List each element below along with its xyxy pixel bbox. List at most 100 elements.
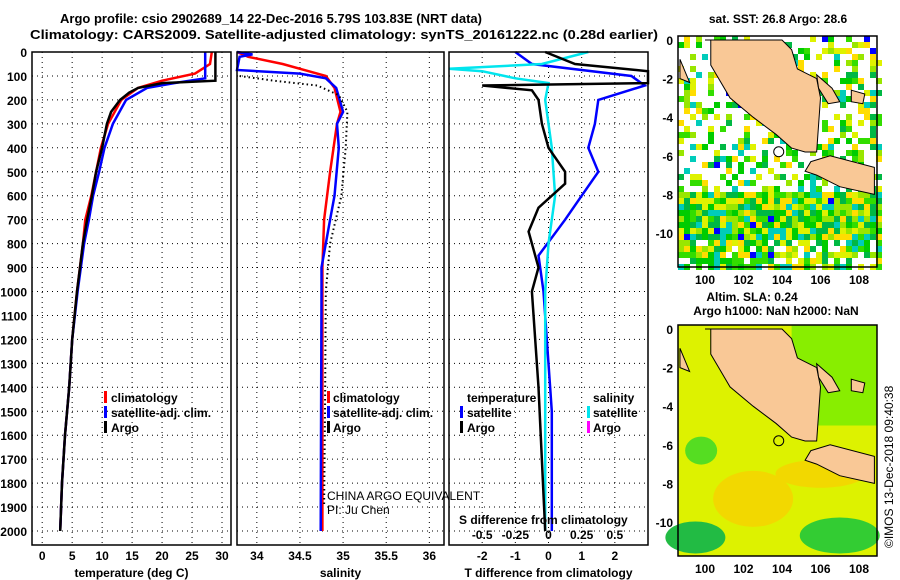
sst-pixel bbox=[744, 240, 750, 246]
sst-pixel bbox=[822, 78, 828, 84]
sst-pixel bbox=[846, 78, 852, 84]
sst-pixel bbox=[744, 192, 750, 198]
sst-pixel bbox=[846, 84, 852, 90]
sst-pixel bbox=[720, 252, 726, 258]
sst-pixel bbox=[864, 204, 870, 210]
sst-pixel bbox=[750, 216, 756, 222]
sst-pixel bbox=[720, 228, 726, 234]
sst-pixel bbox=[762, 198, 768, 204]
sst-pixel bbox=[858, 108, 864, 114]
argo-float-marker bbox=[773, 435, 785, 447]
lon-tick-label: 106 bbox=[810, 273, 830, 287]
series-line-satellite-adj-clim- bbox=[235, 50, 345, 532]
sst-pixel bbox=[786, 162, 792, 168]
sst-pixel bbox=[828, 222, 834, 228]
sst-pixel bbox=[732, 204, 738, 210]
sst-pixel bbox=[720, 216, 726, 222]
sla-high-region bbox=[713, 470, 794, 527]
sst-pixel bbox=[846, 114, 852, 120]
legend-swatch-argo bbox=[104, 421, 107, 433]
sst-pixel bbox=[792, 252, 798, 258]
sst-pixel bbox=[678, 204, 684, 210]
sst-pixel bbox=[696, 228, 702, 234]
sst-pixel bbox=[732, 228, 738, 234]
sst-pixel bbox=[870, 138, 876, 144]
sst-pixel bbox=[690, 156, 696, 162]
sst-pixel bbox=[870, 126, 876, 132]
sst-pixel bbox=[774, 186, 780, 192]
sst-pixel bbox=[720, 258, 726, 264]
sst-pixel bbox=[732, 156, 738, 162]
sst-pixel bbox=[696, 174, 702, 180]
sst-pixel bbox=[702, 144, 708, 150]
sst-map: 0 -2 -4 -6 -8 -10 100 102 104 106 108 bbox=[656, 34, 882, 287]
sst-pixel bbox=[876, 156, 882, 162]
sst-pixel bbox=[720, 192, 726, 198]
x-tick-label: 36 bbox=[423, 549, 437, 563]
sst-pixel bbox=[720, 156, 726, 162]
sst-pixel bbox=[852, 132, 858, 138]
x-tick-label: 34.5 bbox=[288, 549, 312, 563]
sst-pixel bbox=[840, 120, 846, 126]
sst-pixel bbox=[714, 216, 720, 222]
sst-pixel bbox=[720, 234, 726, 240]
sst-pixel bbox=[804, 240, 810, 246]
sst-pixel bbox=[846, 72, 852, 78]
sst-pixel bbox=[696, 120, 702, 126]
land bbox=[815, 362, 841, 394]
sst-pixel bbox=[726, 114, 732, 120]
legend-swatch-climatology bbox=[327, 391, 330, 403]
sst-pixel bbox=[798, 234, 804, 240]
sst-pixel bbox=[684, 126, 690, 132]
sst-pixel bbox=[690, 66, 696, 72]
depth-tick-label: 200 bbox=[7, 94, 27, 108]
sst-pixel bbox=[684, 168, 690, 174]
sst-pixel bbox=[678, 222, 684, 228]
sst-pixel bbox=[708, 90, 714, 96]
sst-pixel bbox=[744, 114, 750, 120]
legend-label: Argo bbox=[333, 421, 361, 435]
sst-pixel bbox=[786, 240, 792, 246]
sst-pixel bbox=[828, 252, 834, 258]
sst-pixel bbox=[720, 144, 726, 150]
sst-pixel bbox=[678, 96, 684, 102]
sst-pixel bbox=[876, 90, 882, 96]
sst-pixel bbox=[762, 234, 768, 240]
sst-pixel bbox=[870, 66, 876, 72]
sst-pixel bbox=[774, 174, 780, 180]
sst-pixel bbox=[708, 222, 714, 228]
sst-pixel bbox=[876, 186, 882, 192]
sst-pixel bbox=[876, 234, 882, 240]
sst-pixel bbox=[780, 174, 786, 180]
sst-pixel bbox=[696, 192, 702, 198]
sst-pixel bbox=[768, 186, 774, 192]
sst-pixel bbox=[702, 246, 708, 252]
sst-pixel bbox=[858, 138, 864, 144]
sst-pixel bbox=[762, 204, 768, 210]
lat-tick-label: -2 bbox=[662, 73, 673, 87]
sst-pixel bbox=[804, 210, 810, 216]
legend-swatch-argo bbox=[327, 421, 330, 433]
sst-pixel bbox=[840, 252, 846, 258]
sst-pixel bbox=[684, 234, 690, 240]
salinity-legend: climatology satellite-adj. clim. Argo CH… bbox=[327, 391, 481, 517]
sst-pixel bbox=[834, 66, 840, 72]
sst-pixel bbox=[792, 198, 798, 204]
sst-pixel bbox=[690, 192, 696, 198]
sst-pixel bbox=[756, 222, 762, 228]
sst-pixel bbox=[798, 240, 804, 246]
sst-pixel bbox=[744, 204, 750, 210]
lon-tick-label: 102 bbox=[733, 273, 753, 287]
sst-pixel bbox=[786, 222, 792, 228]
sst-pixel bbox=[684, 102, 690, 108]
legend-label: climatology bbox=[333, 391, 400, 405]
sst-pixel bbox=[732, 144, 738, 150]
sst-pixel bbox=[732, 102, 738, 108]
legend-label: Argo bbox=[111, 421, 139, 435]
sst-pixel bbox=[690, 258, 696, 264]
sst-pixel bbox=[870, 114, 876, 120]
sst-pixel bbox=[750, 198, 756, 204]
sst-pixel bbox=[864, 102, 870, 108]
sst-pixel bbox=[804, 216, 810, 222]
title-line1: Argo profile: csio 2902689_14 22-Dec-201… bbox=[60, 11, 482, 26]
